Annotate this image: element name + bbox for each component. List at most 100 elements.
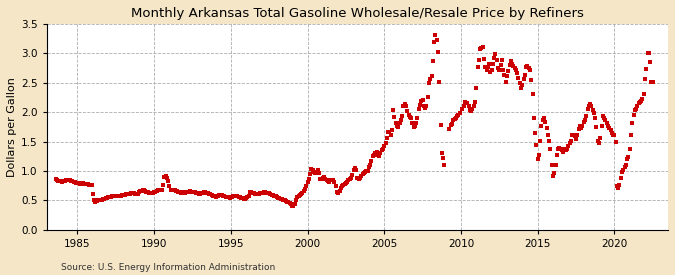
Point: [641, 67, 652, 72]
Point: [591, 125, 602, 129]
Point: [118, 193, 129, 197]
Point: [291, 197, 302, 202]
Point: [269, 193, 279, 198]
Y-axis label: Dollars per Gallon: Dollars per Gallon: [7, 77, 17, 177]
Point: [429, 40, 439, 45]
Point: [190, 190, 200, 195]
Point: [101, 195, 112, 200]
Point: [388, 108, 399, 113]
Point: [237, 196, 248, 200]
Point: [62, 177, 73, 182]
Point: [324, 180, 335, 184]
Point: [59, 178, 70, 183]
Point: [481, 68, 492, 72]
Point: [364, 165, 375, 169]
Point: [231, 194, 242, 198]
Point: [582, 106, 593, 111]
Point: [573, 126, 584, 131]
Point: [546, 163, 557, 167]
Point: [535, 139, 545, 143]
Point: [580, 118, 591, 122]
Point: [444, 126, 455, 131]
Point: [241, 195, 252, 200]
Point: [63, 178, 74, 182]
Point: [483, 65, 493, 69]
Point: [331, 190, 342, 194]
Point: [472, 65, 483, 69]
Point: [639, 92, 649, 96]
Point: [87, 192, 98, 197]
Text: Source: U.S. Energy Information Administration: Source: U.S. Energy Information Administ…: [61, 263, 275, 272]
Point: [202, 191, 213, 196]
Point: [263, 191, 273, 195]
Point: [207, 193, 218, 198]
Point: [383, 130, 394, 134]
Point: [219, 194, 230, 198]
Point: [287, 204, 298, 208]
Point: [100, 196, 111, 200]
Point: [597, 114, 608, 119]
Point: [211, 194, 222, 198]
Point: [85, 183, 96, 187]
Point: [553, 147, 564, 152]
Point: [550, 163, 561, 167]
Point: [275, 197, 286, 201]
Point: [98, 197, 109, 201]
Point: [642, 51, 653, 55]
Point: [643, 51, 654, 55]
Point: [186, 189, 196, 194]
Point: [115, 193, 126, 198]
Point: [412, 115, 423, 120]
Point: [536, 123, 547, 128]
Point: [290, 202, 300, 206]
Point: [321, 178, 332, 183]
Point: [493, 66, 504, 70]
Point: [394, 121, 405, 126]
Point: [403, 112, 414, 117]
Point: [217, 193, 227, 197]
Point: [471, 85, 482, 90]
Point: [647, 80, 658, 84]
Point: [293, 194, 304, 199]
Point: [574, 123, 585, 128]
Point: [171, 189, 182, 194]
Point: [260, 190, 271, 194]
Point: [352, 176, 362, 180]
Point: [197, 191, 208, 195]
Point: [176, 191, 186, 195]
Point: [414, 102, 425, 107]
Point: [94, 198, 105, 202]
Point: [529, 115, 539, 120]
Point: [95, 198, 106, 203]
Point: [364, 163, 375, 167]
Point: [182, 190, 193, 194]
Point: [248, 191, 259, 196]
Point: [462, 101, 472, 106]
Point: [470, 100, 481, 104]
Point: [107, 194, 117, 198]
Point: [427, 59, 438, 63]
Point: [71, 180, 82, 185]
Point: [75, 182, 86, 186]
Point: [342, 180, 352, 184]
Point: [337, 184, 348, 188]
Point: [78, 182, 89, 186]
Point: [636, 99, 647, 103]
Point: [57, 180, 68, 184]
Point: [371, 150, 382, 155]
Point: [480, 65, 491, 69]
Point: [204, 192, 215, 196]
Point: [267, 193, 278, 197]
Point: [497, 68, 508, 73]
Point: [460, 100, 470, 104]
Point: [288, 204, 299, 208]
Point: [165, 188, 176, 192]
Point: [467, 106, 478, 111]
Point: [310, 171, 321, 176]
Point: [224, 195, 235, 200]
Point: [64, 178, 75, 182]
Point: [145, 191, 156, 195]
Point: [294, 193, 305, 197]
Point: [335, 186, 346, 190]
Point: [271, 195, 282, 199]
